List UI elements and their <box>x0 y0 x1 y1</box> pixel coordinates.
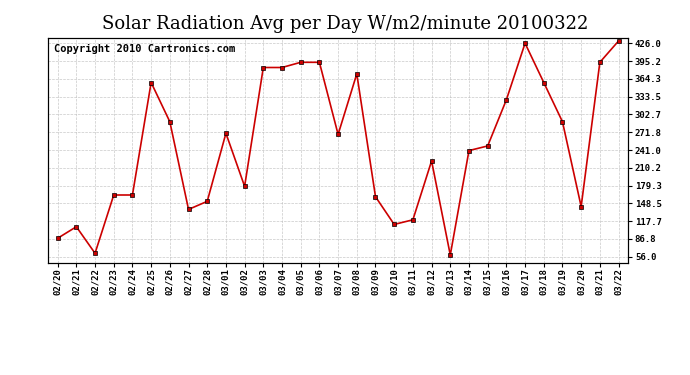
Text: Solar Radiation Avg per Day W/m2/minute 20100322: Solar Radiation Avg per Day W/m2/minute … <box>102 15 588 33</box>
Text: Copyright 2010 Cartronics.com: Copyright 2010 Cartronics.com <box>54 44 235 54</box>
